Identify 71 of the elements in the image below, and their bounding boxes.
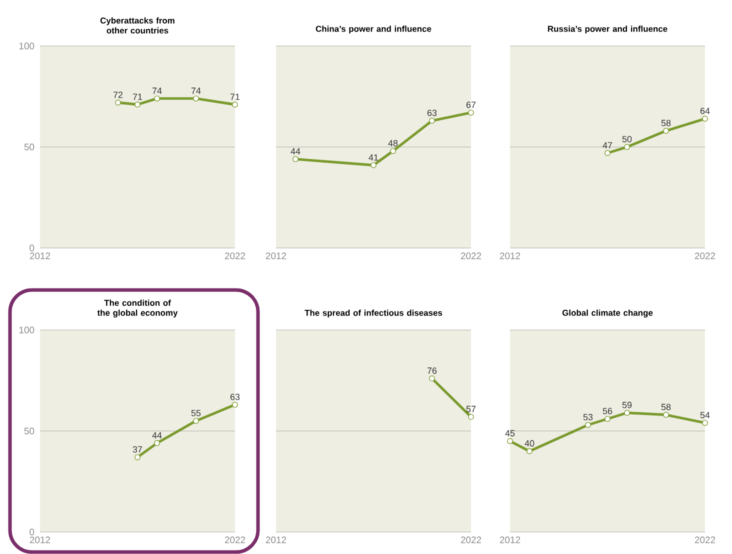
data-label: 50: [622, 136, 632, 142]
data-label: 71: [132, 94, 142, 100]
y-tick-label: 0: [30, 528, 34, 536]
data-label: 63: [427, 110, 437, 116]
chart-title: The spread of infectious diseases: [304, 310, 442, 318]
point: [663, 412, 669, 418]
x-tick-label: 2012: [266, 252, 286, 260]
data-label: 59: [622, 402, 632, 408]
point: [429, 118, 435, 124]
x-tick-label: 2022: [224, 536, 246, 544]
x-tick-label: 2012: [266, 536, 286, 544]
data-label: 63: [230, 394, 240, 400]
x-tick-label: 2022: [694, 252, 716, 260]
x-tick-label: 2022: [694, 536, 716, 544]
data-label: 76: [427, 367, 437, 374]
data-label: 44: [290, 148, 300, 154]
y-tick-label: 50: [24, 144, 34, 150]
data-label: 55: [191, 410, 201, 416]
point: [624, 410, 630, 416]
data-label: 64: [700, 108, 710, 114]
data-label: 74: [191, 88, 201, 94]
x-tick-label: 2022: [460, 536, 482, 544]
x-tick-label: 2022: [224, 252, 246, 260]
chart-title: Russia’s power and influence: [548, 26, 668, 34]
data-label: 72: [113, 92, 123, 98]
data-label: 74: [152, 88, 162, 94]
point: [585, 422, 591, 428]
chart-title: China’s power and influence: [316, 26, 432, 34]
data-label: 58: [661, 404, 671, 410]
point: [663, 128, 669, 134]
data-label: 67: [466, 102, 476, 108]
point: [232, 402, 238, 408]
x-tick-label: 2012: [30, 536, 50, 544]
point: [507, 438, 513, 444]
data-label: 47: [602, 142, 612, 148]
point: [468, 110, 474, 116]
x-tick-label: 2012: [500, 536, 520, 544]
point: [526, 448, 532, 454]
data-label: 57: [466, 406, 476, 412]
data-label: 45: [505, 430, 515, 436]
x-tick-label: 2012: [500, 252, 520, 260]
point: [604, 150, 610, 156]
point: [154, 440, 160, 446]
y-tick-label: 0: [30, 244, 34, 252]
data-label: 58: [661, 120, 671, 126]
point: [193, 418, 199, 424]
x-tick-label: 2012: [30, 252, 50, 260]
point: [702, 420, 708, 426]
data-label: 56: [602, 408, 612, 414]
y-tick-label: 50: [24, 428, 34, 434]
data-label: 37: [132, 446, 142, 453]
chart-title: Global climate change: [562, 310, 653, 318]
data-label: 41: [368, 154, 378, 161]
chart-title: The condition of the global economy: [97, 300, 178, 318]
point: [370, 162, 376, 168]
point: [134, 454, 140, 460]
point: [624, 144, 630, 150]
data-label: 71: [230, 94, 240, 100]
point: [292, 156, 298, 162]
data-label: 53: [583, 414, 593, 420]
y-tick-label: 100: [19, 326, 34, 334]
y-tick-label: 100: [19, 42, 34, 50]
chart-title: Cyberattacks from other countries: [100, 17, 174, 34]
data-label: 40: [524, 440, 534, 447]
data-label: 48: [388, 140, 398, 146]
point: [390, 148, 396, 154]
point: [702, 116, 708, 122]
data-label: 44: [152, 432, 162, 438]
point: [604, 416, 610, 422]
x-tick-label: 2022: [460, 252, 482, 260]
data-label: 54: [700, 412, 710, 418]
